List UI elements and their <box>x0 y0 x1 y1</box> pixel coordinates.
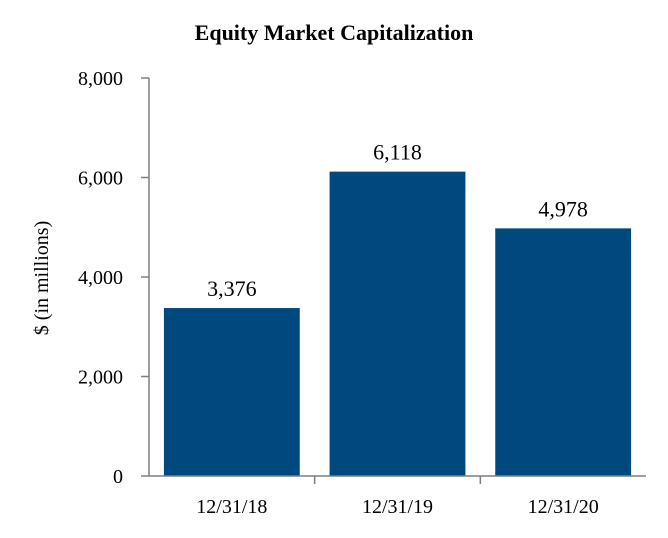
y-tick-label: 2,000 <box>78 367 123 389</box>
bars: 3,376 6,118 4,978 <box>163 140 632 476</box>
y-axis-ticks: 0 2,000 4,000 6,000 8,000 <box>78 68 149 488</box>
y-axis-label: $ (in millions) <box>31 221 53 335</box>
bar <box>163 308 300 476</box>
bar <box>495 228 632 476</box>
bar <box>329 171 466 476</box>
x-tick-label: 12/31/19 <box>362 496 433 518</box>
y-tick-label: 0 <box>113 466 123 488</box>
y-tick-label: 4,000 <box>78 267 123 289</box>
x-tick-label: 12/31/18 <box>196 496 267 518</box>
x-tick-label: 12/31/20 <box>528 496 599 518</box>
y-tick-label: 6,000 <box>78 168 123 190</box>
data-label: 4,978 <box>538 196 588 221</box>
data-label: 6,118 <box>373 140 422 165</box>
data-label: 3,376 <box>207 276 257 301</box>
y-tick-label: 8,000 <box>78 68 123 90</box>
x-axis-ticks: 12/31/18 12/31/19 12/31/20 <box>196 476 599 518</box>
chart-title: Equity Market Capitalization <box>195 20 474 45</box>
